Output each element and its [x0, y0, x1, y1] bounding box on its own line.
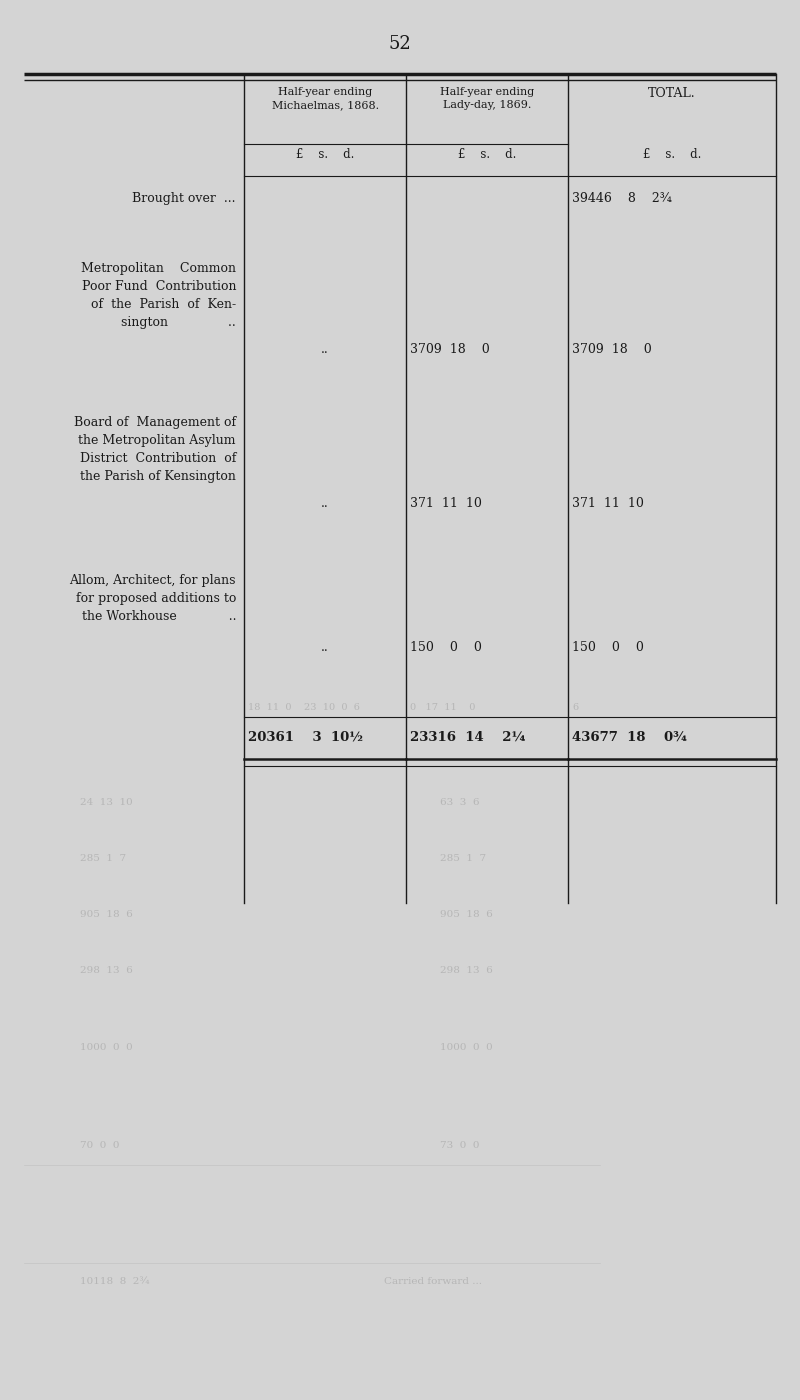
Text: Half-year ending
Lady-day, 1869.: Half-year ending Lady-day, 1869.	[440, 87, 534, 111]
Text: 0   17  11    0: 0 17 11 0	[410, 703, 476, 711]
Text: Brought over  ...: Brought over ...	[133, 192, 236, 204]
Text: 3709  18    0: 3709 18 0	[572, 343, 652, 356]
Text: 1000  0  0: 1000 0 0	[80, 1043, 133, 1051]
Text: 70  0  0: 70 0 0	[80, 1141, 119, 1149]
Text: ..: ..	[322, 641, 329, 654]
Text: TOTAL.: TOTAL.	[648, 87, 696, 99]
Text: Metropolitan    Common
Poor Fund  Contribution
of  the  Parish  of  Ken-
sington: Metropolitan Common Poor Fund Contributi…	[81, 262, 236, 329]
Text: 371  11  10: 371 11 10	[410, 497, 482, 510]
Text: 298  13  6: 298 13 6	[440, 966, 493, 974]
Text: 150    0    0: 150 0 0	[410, 641, 482, 654]
Text: 1000  0  0: 1000 0 0	[440, 1043, 493, 1051]
Text: 23316  14    2¼: 23316 14 2¼	[410, 731, 526, 743]
Text: 39446    8    2¾: 39446 8 2¾	[572, 192, 672, 204]
Text: 10118  8  2¾: 10118 8 2¾	[80, 1277, 150, 1285]
Text: 298  13  6: 298 13 6	[80, 966, 133, 974]
Text: 52: 52	[389, 35, 411, 53]
Text: ..: ..	[322, 343, 329, 356]
Text: ..: ..	[322, 497, 329, 510]
Text: 285  1  7: 285 1 7	[440, 854, 486, 862]
Text: £    s.    d.: £ s. d.	[296, 148, 354, 161]
Text: 3709  18    0: 3709 18 0	[410, 343, 490, 356]
Text: Board of  Management of
the Metropolitan Asylum
District  Contribution  of
the P: Board of Management of the Metropolitan …	[74, 416, 236, 483]
Text: 24  13  10: 24 13 10	[80, 798, 133, 806]
Text: 43677  18    0¾: 43677 18 0¾	[572, 731, 687, 743]
Text: Carried forward ...: Carried forward ...	[384, 1277, 482, 1285]
Text: 905  18  6: 905 18 6	[440, 910, 493, 918]
Text: Half-year ending
Michaelmas, 1868.: Half-year ending Michaelmas, 1868.	[272, 87, 378, 111]
Text: 18  11  0    23  10  0  6: 18 11 0 23 10 0 6	[248, 703, 360, 711]
Text: 150    0    0: 150 0 0	[572, 641, 644, 654]
Text: 20361    3  10½: 20361 3 10½	[248, 731, 363, 743]
Text: 905  18  6: 905 18 6	[80, 910, 133, 918]
Text: Allom, Architect, for plans
for proposed additions to
the Workhouse             : Allom, Architect, for plans for proposed…	[70, 574, 236, 623]
Text: £    s.    d.: £ s. d.	[458, 148, 516, 161]
Text: 63  3  6: 63 3 6	[440, 798, 479, 806]
Text: 6: 6	[572, 703, 578, 711]
Text: 73  0  0: 73 0 0	[440, 1141, 479, 1149]
Text: 285  1  7: 285 1 7	[80, 854, 126, 862]
Text: 371  11  10: 371 11 10	[572, 497, 644, 510]
Text: £    s.    d.: £ s. d.	[643, 148, 701, 161]
